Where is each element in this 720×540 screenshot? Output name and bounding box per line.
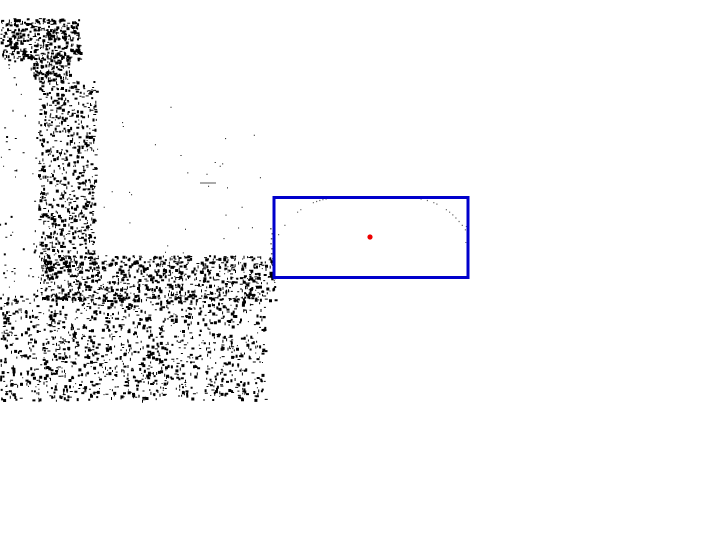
detection-bounding-box [272, 196, 470, 279]
point-cloud [0, 18, 278, 403]
stray-points [200, 182, 216, 184]
arc-dots [270, 196, 470, 265]
point-cloud-dots [0, 18, 278, 403]
center-marker [367, 234, 373, 240]
arc-points [270, 196, 470, 265]
